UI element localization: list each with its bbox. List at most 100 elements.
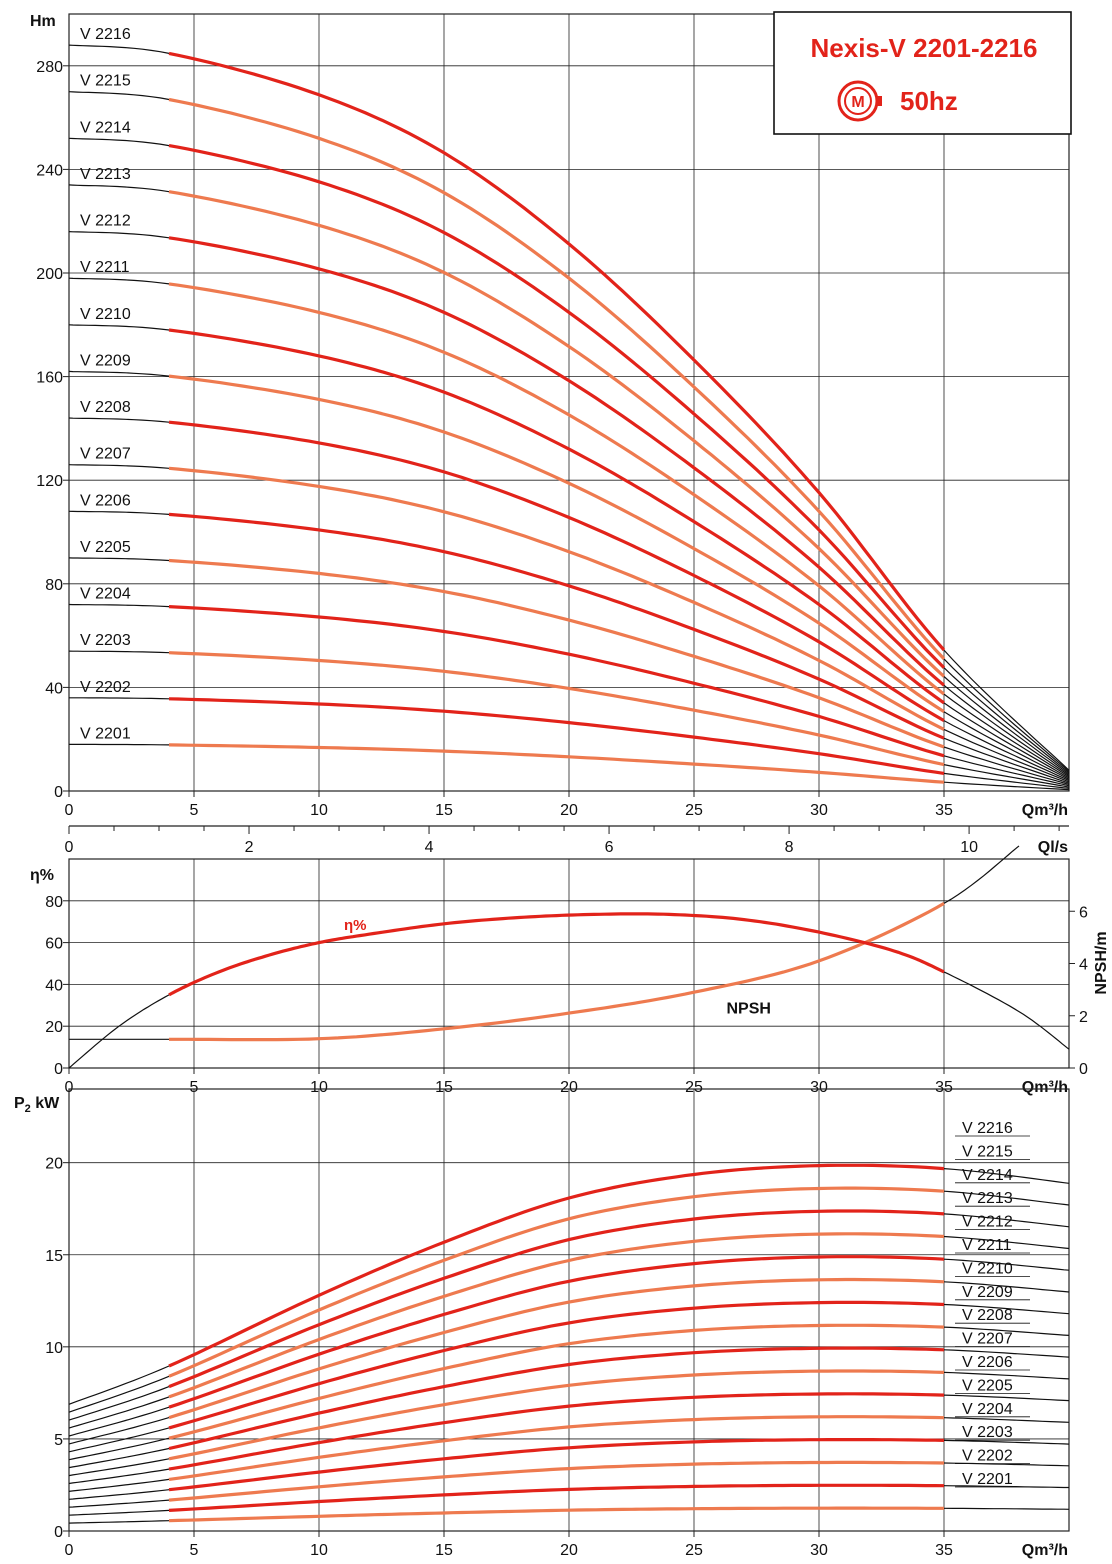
power-curve-tail bbox=[943, 1213, 1070, 1228]
power-curve-tail bbox=[943, 1190, 1070, 1206]
head-ytick-label: 200 bbox=[36, 266, 63, 283]
power-curve-tail bbox=[68, 1499, 170, 1508]
power-xtick-label: 5 bbox=[190, 1542, 199, 1559]
power-curve-tail bbox=[943, 1326, 1070, 1336]
head-curve-tail bbox=[68, 231, 170, 239]
head-xtick-label: 0 bbox=[65, 802, 74, 819]
head-curve-label: V 2210 bbox=[80, 306, 131, 323]
head-curve-label: V 2212 bbox=[80, 213, 131, 230]
head-curve bbox=[168, 282, 945, 696]
power-curve-label: V 2210 bbox=[962, 1260, 1013, 1277]
npsh-curve-label: NPSH bbox=[727, 1001, 771, 1018]
qls-tick-label: 4 bbox=[425, 839, 434, 856]
power-curve-tail bbox=[943, 1439, 1070, 1445]
head-curve-tail bbox=[943, 702, 1070, 779]
power-curve-tail bbox=[943, 1507, 1070, 1510]
head-curve-label: V 2205 bbox=[80, 539, 131, 556]
power-chart: 0 5 10 15 20 25 30 35 Qm³/h 0 5 10 15 20 P2 kW V 2201 V … bbox=[14, 1088, 1070, 1559]
power-curve-label: V 2213 bbox=[962, 1190, 1013, 1207]
eff-xlabel: Qm³/h bbox=[1022, 1079, 1068, 1096]
power-curve-tail bbox=[943, 1462, 1070, 1467]
head-curve-tail bbox=[68, 510, 170, 515]
power-curve-tail bbox=[68, 1437, 170, 1461]
head-curve-label: V 2204 bbox=[80, 586, 131, 603]
head-curve bbox=[168, 190, 946, 678]
head-curve-label: V 2202 bbox=[80, 679, 131, 696]
head-curve-tail bbox=[68, 137, 170, 147]
head-curve bbox=[168, 328, 945, 705]
eff-ylabel: η% bbox=[30, 867, 54, 884]
power-curve-tail bbox=[68, 1458, 170, 1477]
power-curve-tail bbox=[68, 1427, 170, 1453]
head-xtick-label: 15 bbox=[435, 802, 453, 819]
head-ytick-label: 240 bbox=[36, 162, 63, 179]
head-curve bbox=[168, 51, 946, 652]
head-curve-tail bbox=[943, 746, 1070, 786]
head-xtick-label: 25 bbox=[685, 802, 703, 819]
power-xtick-label: 35 bbox=[935, 1542, 953, 1559]
power-curve bbox=[168, 1392, 945, 1471]
power-curve bbox=[168, 1438, 945, 1492]
head-curve bbox=[168, 97, 946, 660]
head-curve-label: V 2206 bbox=[80, 492, 131, 509]
power-curve-tail bbox=[68, 1396, 170, 1429]
power-curve bbox=[168, 1186, 945, 1378]
head-curve bbox=[168, 144, 946, 669]
head-xlabel: Qm³/h bbox=[1022, 802, 1068, 819]
flow-ls-axis: 0 2 4 6 8 10 Ql/s bbox=[65, 825, 1069, 856]
head-curve-tail bbox=[943, 711, 1070, 780]
power-curve bbox=[168, 1323, 945, 1440]
power-xtick-label: 15 bbox=[435, 1542, 453, 1559]
qls-tick-label: 8 bbox=[785, 839, 794, 856]
head-curve bbox=[168, 236, 946, 687]
head-curve-tail bbox=[68, 557, 170, 562]
power-curve-tail bbox=[943, 1371, 1070, 1380]
power-curve-tail bbox=[943, 1394, 1070, 1402]
head-curve-tail bbox=[69, 743, 170, 746]
head-curve bbox=[168, 743, 945, 784]
head-ytick-label: 40 bbox=[45, 680, 63, 697]
power-curve-tail bbox=[943, 1485, 1069, 1489]
power-curve bbox=[168, 1346, 945, 1451]
head-curve-tail bbox=[943, 728, 1070, 783]
power-curve-tail bbox=[943, 1303, 1070, 1315]
head-curve-label: V 2207 bbox=[80, 446, 131, 463]
head-curve-label: V 2208 bbox=[80, 399, 131, 416]
power-ytick-label: 15 bbox=[45, 1248, 63, 1265]
head-curve-tail bbox=[943, 676, 1070, 775]
power-curve-tail bbox=[68, 1520, 170, 1524]
head-curve-label: V 2203 bbox=[80, 632, 131, 649]
power-curve bbox=[168, 1369, 945, 1461]
head-curve bbox=[168, 374, 945, 714]
eff-curve-tail bbox=[943, 971, 1070, 1050]
eff-y2label: NPSH/m bbox=[1093, 931, 1110, 994]
power-curve-label: V 2209 bbox=[962, 1284, 1013, 1301]
head-curve-tail bbox=[943, 781, 1070, 791]
power-ylabel: P2 kW bbox=[14, 1095, 60, 1115]
power-curve-label: V 2216 bbox=[962, 1120, 1013, 1137]
head-curve-tail bbox=[68, 603, 170, 608]
power-curve-tail bbox=[68, 1489, 170, 1500]
head-curve-label: V 2214 bbox=[80, 119, 131, 136]
head-ytick-label: 160 bbox=[36, 370, 63, 387]
power-curve bbox=[168, 1255, 945, 1409]
power-curve bbox=[168, 1506, 944, 1523]
power-xtick-label: 30 bbox=[810, 1542, 828, 1559]
eff-curve bbox=[168, 912, 945, 997]
head-chart: 0 5 10 15 20 25 30 35 Qm³/h 0 40 80 120 160 200 240 280 H… bbox=[30, 13, 1070, 819]
head-curve-tail bbox=[68, 44, 170, 54]
head-curve bbox=[168, 697, 945, 775]
power-curve-tail bbox=[68, 1386, 170, 1421]
qls-tick-label: 10 bbox=[960, 839, 978, 856]
power-curve bbox=[168, 1163, 945, 1368]
head-curve-tail bbox=[943, 667, 1070, 774]
eff-xtick-label: 5 bbox=[190, 1079, 199, 1096]
eff-xtick-label: 35 bbox=[935, 1079, 953, 1096]
head-ylabel: Hm bbox=[30, 13, 56, 30]
power-curve-tail bbox=[68, 1417, 170, 1445]
power-curve-label: V 2203 bbox=[962, 1424, 1013, 1441]
power-curve-tail bbox=[68, 1478, 170, 1492]
head-curve bbox=[168, 651, 945, 767]
power-xtick-label: 10 bbox=[310, 1542, 328, 1559]
